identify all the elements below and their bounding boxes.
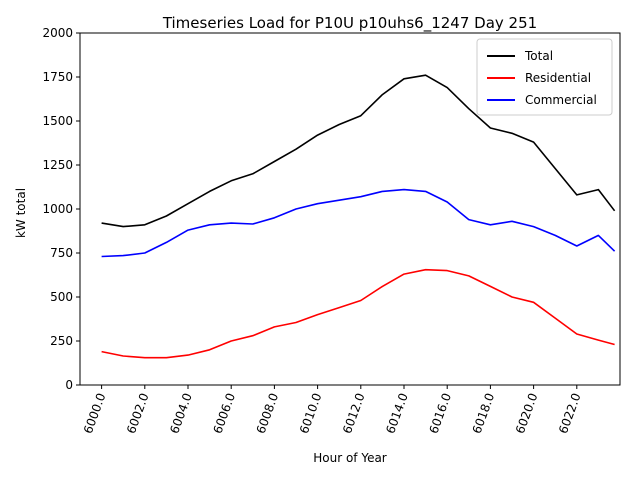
series-line-residential	[101, 268, 615, 359]
x-tick-label: 6016.0	[426, 391, 454, 435]
x-tick-label: 6010.0	[297, 391, 325, 435]
y-tick-label: 250	[50, 334, 73, 348]
x-tick-label: 6008.0	[254, 391, 282, 435]
series-line-commercial	[101, 188, 616, 258]
x-tick-label: 6004.0	[167, 391, 195, 435]
x-tick-label: 6012.0	[340, 391, 368, 435]
y-tick-label: 1250	[42, 158, 73, 172]
legend-box	[476, 38, 613, 116]
x-tick-label: 6014.0	[383, 391, 411, 435]
x-tick-label: 6000.0	[81, 391, 109, 435]
x-axis-label: Hour of Year	[313, 451, 387, 465]
y-tick-label: 500	[50, 290, 73, 304]
legend-label: Commercial	[525, 93, 597, 107]
y-axis-label: kW total	[14, 188, 28, 238]
series-line-total	[101, 74, 616, 228]
y-tick-label: 2000	[42, 26, 73, 40]
y-tick-label: 0	[65, 378, 73, 392]
legend: Total Residential Commercial	[476, 38, 613, 116]
y-tick-label: 750	[50, 246, 73, 260]
y-tick-label: 1750	[42, 70, 73, 84]
x-tick-label: 6018.0	[470, 391, 498, 435]
x-tick-label: 6006.0	[210, 391, 238, 435]
legend-label: Residential	[525, 71, 591, 85]
chart-title: Timeseries Load for P10U p10uhs6_1247 Da…	[162, 14, 537, 33]
series-layer	[101, 74, 616, 359]
plot-frame	[79, 32, 621, 386]
legend-label: Total	[524, 49, 553, 63]
x-tick-label: 6020.0	[513, 391, 541, 435]
x-tick-label: 6002.0	[124, 391, 152, 435]
y-tick-label: 1500	[42, 114, 73, 128]
y-tick-label: 1000	[42, 202, 73, 216]
x-tick-label: 6022.0	[556, 391, 584, 435]
